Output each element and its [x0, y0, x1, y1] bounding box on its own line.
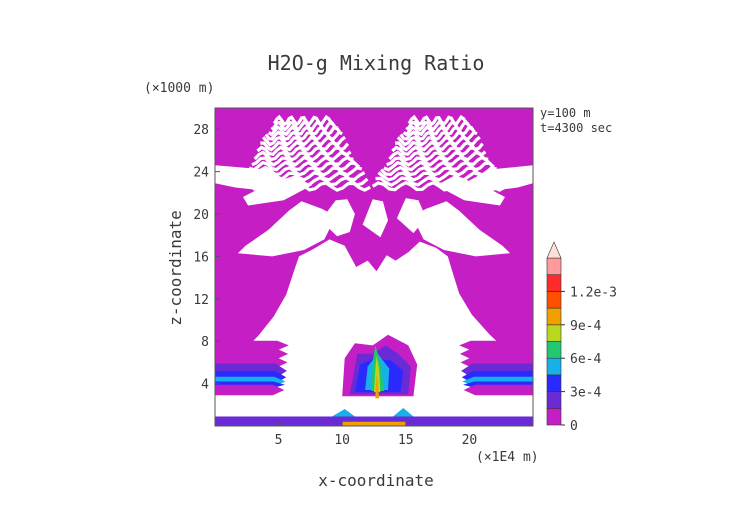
colorbar-bin	[546, 274, 562, 292]
y-tick-label: 24	[193, 166, 209, 181]
dry-band-left	[253, 150, 354, 162]
moist-layer-left	[215, 340, 289, 351]
color-bar: 0 3e-4 6e-4 9e-4 1.2e-3	[546, 241, 617, 434]
dry-band-left	[264, 130, 343, 142]
surface-peak-a	[332, 409, 355, 417]
colorbar-bin	[546, 341, 562, 359]
y-tick-label: 20	[193, 208, 209, 223]
dry-band-right	[391, 145, 487, 157]
moist-layer-right	[459, 348, 533, 360]
colorbar-bin	[546, 374, 562, 392]
dry-band-right	[399, 130, 478, 142]
x-tick-label: 10	[334, 433, 350, 448]
dry-pocket-a	[320, 199, 355, 237]
x-tick-label: 20	[462, 433, 478, 448]
colorbar-label: 3e-4	[570, 386, 601, 401]
colorbar-label: 9e-4	[570, 319, 601, 334]
colorbar-bin	[546, 391, 562, 409]
x-unit-label: (×1E4 m)	[476, 450, 539, 465]
moist-layer-left	[215, 348, 289, 360]
colorbar-bin	[546, 291, 562, 309]
moist-layer-right	[459, 340, 533, 351]
dry-band-right	[380, 165, 497, 177]
surface-core	[342, 421, 406, 426]
plume-contour	[374, 356, 381, 393]
dry-wedge-right	[464, 165, 533, 192]
moist-layer-right	[463, 384, 533, 396]
colorbar-label: 6e-4	[570, 352, 601, 367]
colorbar-bin	[546, 324, 562, 342]
y-tick-label: 4	[201, 378, 209, 393]
y-tick-label: 28	[193, 123, 209, 138]
dry-band-left	[270, 119, 338, 132]
dry-wedge-left	[215, 165, 294, 192]
dry-pocket-c	[396, 198, 427, 234]
dry-band-left	[267, 124, 341, 137]
x-tick-label: 15	[398, 433, 414, 448]
x-axis-ticks: 5 10 15 20	[275, 421, 478, 448]
dry-band-left	[256, 145, 352, 157]
colorbar-overflow-arrow	[546, 241, 562, 259]
dry-band-right	[388, 150, 489, 162]
y-unit-label: (×1000 m)	[144, 81, 214, 96]
dry-band-left	[251, 155, 358, 167]
surface-layer	[215, 416, 533, 426]
dry-lobe-left	[237, 201, 336, 257]
annotation-y: y=100 m	[540, 106, 591, 120]
surface-peak-b	[393, 408, 414, 417]
colorbar-bin	[546, 257, 562, 276]
moist-layer-left	[215, 384, 285, 396]
dry-band-right	[407, 114, 470, 127]
y-tick-label: 12	[193, 293, 209, 308]
plot-frame	[214, 107, 534, 427]
chart-title: H2O-g Mixing Ratio	[268, 51, 485, 75]
plot-area	[215, 108, 533, 426]
y-axis-label: z-coordinate	[166, 210, 185, 326]
y-axis-ticks: 4 8 12 16 20 24 28	[193, 123, 220, 393]
colorbar-bin	[546, 407, 562, 426]
dry-band-right	[402, 124, 476, 137]
colorbar-bin	[546, 307, 562, 326]
dry-band-right	[383, 160, 495, 172]
dry-region-middle	[215, 239, 533, 417]
colorbar-label: 1.2e-3	[570, 285, 617, 300]
dry-band-left	[245, 165, 363, 177]
colorbar-bin	[546, 357, 562, 376]
annotation-time: t=4300 sec	[540, 121, 612, 135]
dry-lobe-right	[412, 201, 511, 257]
y-tick-label: 16	[193, 250, 209, 265]
dry-band-left	[248, 160, 361, 172]
dry-band-right	[405, 119, 473, 132]
dry-pocket-b	[362, 199, 388, 238]
x-tick-label: 5	[275, 433, 283, 448]
dry-band-right	[386, 155, 493, 167]
x-axis-label: x-coordinate	[318, 471, 434, 490]
dry-band-left	[272, 114, 335, 127]
plume-contour	[375, 373, 380, 399]
y-tick-label: 8	[201, 335, 209, 350]
colorbar-label: 0	[570, 419, 578, 434]
